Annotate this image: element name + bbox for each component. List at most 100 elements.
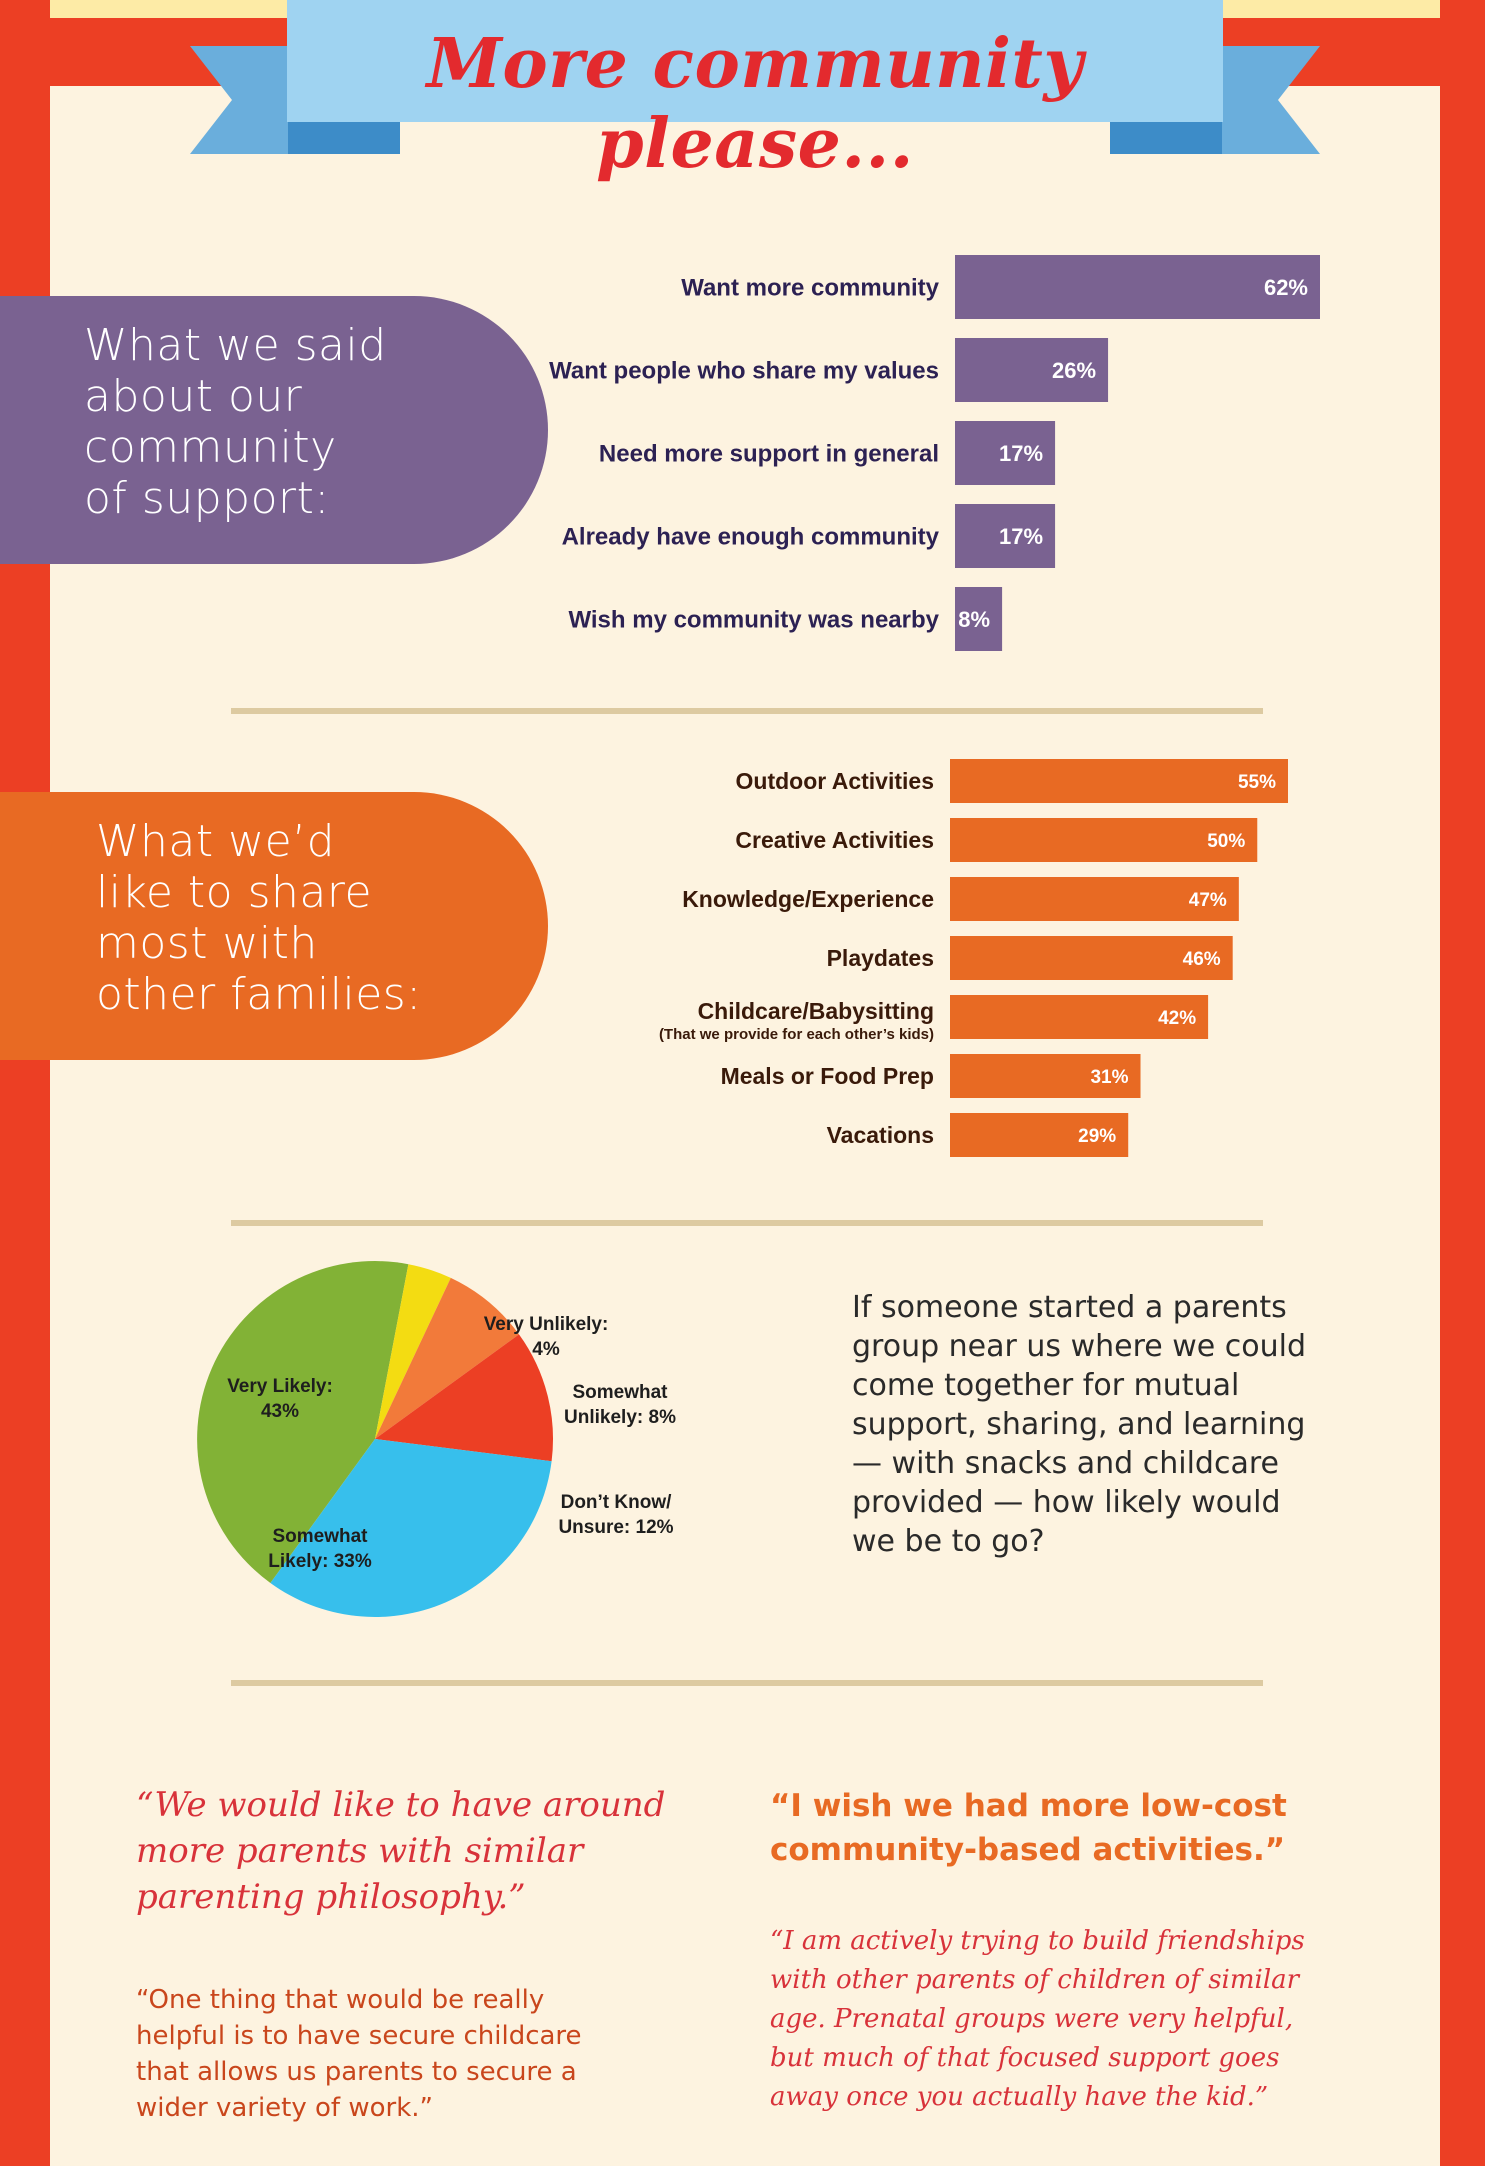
bar-value-label: 55%: [1238, 772, 1276, 793]
bar-category-label: Outdoor Activities: [736, 768, 935, 794]
bar-value-label: 29%: [1078, 1126, 1116, 1147]
bar: [950, 818, 1258, 862]
bar-category-note: (That we provide for each other’s kids): [659, 1026, 934, 1043]
bar-category-label: Wish my community was nearby: [568, 606, 939, 633]
bar-value-label: 42%: [1158, 1008, 1196, 1029]
page-title: More community please...: [426, 24, 1084, 184]
bar-category-label: Knowledge/Experience: [682, 886, 934, 912]
quote-line: “We would like to have around: [136, 1785, 666, 1825]
pie-value-text: Likely: 33%: [268, 1551, 372, 1572]
bar: [955, 338, 1109, 402]
quote-line: but much of that focused support goes: [770, 2043, 1280, 2073]
bar-category-label: Want more community: [681, 274, 939, 301]
pie-slice: [197, 1261, 409, 1583]
bar: [950, 759, 1288, 803]
section1-heading: What we said about our community of supp…: [84, 320, 387, 524]
section2-heading-pill: What we’d like to share most with other …: [0, 792, 548, 1060]
bar-category-label: Creative Activities: [735, 827, 934, 853]
pie-label-text: Somewhat: [572, 1382, 668, 1403]
bar: [955, 587, 1003, 651]
pie-label-text: Somewhat: [272, 1526, 368, 1547]
bar-value-label: 26%: [1052, 358, 1096, 383]
title-ribbon: More community please...: [287, 0, 1223, 184]
pie-label-text: Very Unlikely:: [484, 1314, 609, 1335]
bar-category-label: Want people who share my values: [549, 357, 939, 384]
pie-slice-label: Very Unlikely: 4%: [484, 1314, 609, 1360]
divider-2: [231, 1220, 1263, 1226]
quote-line: with other parents of children of simila…: [770, 1965, 1300, 1995]
bar-value-label: 17%: [999, 524, 1043, 549]
bar: [950, 877, 1239, 921]
section1-heading-line: about our: [84, 371, 303, 422]
pie-slice: [375, 1277, 519, 1439]
bar-category-label: Meals or Food Prep: [721, 1063, 934, 1089]
bar-value-label: 17%: [999, 441, 1043, 466]
community-bar-chart: Want more community 62% Want people who sh…: [549, 255, 1320, 651]
pie-label-text: Very Likely:: [227, 1376, 333, 1397]
pie-slice: [270, 1439, 552, 1617]
quote-line: helpful is to have secure childcare: [136, 2021, 582, 2051]
quote-line: “One thing that would be really: [136, 1985, 545, 2015]
bar-value-label: 47%: [1189, 890, 1227, 911]
ribbon-tail-left-fold: [288, 122, 400, 154]
quote-line: age. Prenatal groups were very helpful,: [770, 2004, 1294, 2034]
quote-childcare: “One thing that would be really helpful …: [136, 1982, 582, 2126]
bar: [950, 1054, 1141, 1098]
ribbon-tail-left: [190, 46, 288, 154]
survey-question: If someone started a parents group near …: [852, 1290, 1307, 1559]
pie-slice-label: Somewhat Unlikely: 8%: [564, 1382, 676, 1428]
pie-slice: [375, 1264, 451, 1439]
quote-line: “I am actively trying to build friendshi…: [770, 1926, 1305, 1956]
section1-heading-pill: What we said about our community of supp…: [0, 296, 548, 564]
section1-heading-line: of support:: [84, 473, 330, 524]
bar-category-label: Already have enough community: [562, 523, 940, 550]
bar-category-label: Need more support in general: [599, 440, 939, 467]
section2-heading-line: like to share: [96, 867, 373, 918]
quote-line: parenting philosophy.”: [136, 1877, 526, 1917]
likelihood-pie-chart: Very Likely: 43% Very Unlikely: 4% Somewhat U…: [197, 1261, 676, 1617]
quote-line: community-based activities.”: [770, 1832, 1286, 1868]
pie-slice-label: Very Likely: 43%: [227, 1376, 333, 1422]
bar: [950, 1113, 1129, 1157]
pie-slice-label: Somewhat Likely: 33%: [268, 1526, 372, 1572]
pie-label-text: Don’t Know/: [561, 1492, 673, 1513]
pie-slice-label: Don’t Know/Unsure: 12%: [558, 1492, 673, 1538]
quote-line: away once you actually have the kid.”: [770, 2082, 1269, 2112]
bar: [955, 504, 1056, 568]
ribbon-tail-right: [1222, 46, 1320, 154]
section2-heading: What we’d like to share most with other …: [96, 816, 422, 1020]
divider-1: [231, 708, 1263, 714]
quote-friendships: “I am actively trying to build friendshi…: [770, 1922, 1305, 2117]
pie-value-text: 43%: [261, 1401, 299, 1422]
bar-value-label: 8%: [958, 607, 990, 632]
ribbon-tails: [190, 46, 1320, 154]
divider-3: [231, 1680, 1263, 1686]
quote-low-cost: “I wish we had more low-cost community-b…: [770, 1784, 1287, 1872]
section2-heading-line: most with: [96, 918, 318, 969]
bar-category-label: Vacations: [827, 1122, 934, 1148]
bar-category-label: Playdates: [827, 945, 934, 971]
quote-line: “I wish we had more low-cost: [770, 1788, 1287, 1824]
section2-heading-line: other families:: [96, 969, 422, 1020]
bar-value-label: 50%: [1207, 831, 1245, 852]
section2-heading-line: What we’d: [96, 816, 336, 867]
section1-heading-line: community: [84, 422, 337, 473]
bar-value-label: 46%: [1183, 949, 1221, 970]
pie-value-text: Unlikely: 8%: [564, 1407, 676, 1428]
quote-line: that allows us parents to secure a: [136, 2057, 577, 2087]
pie-value-text: 4%: [532, 1339, 560, 1360]
bar-value-label: 31%: [1090, 1067, 1128, 1088]
section1-heading-line: What we said: [84, 320, 387, 371]
bar: [955, 421, 1056, 485]
sharing-bar-chart: Outdoor Activities 55% Creative Activities…: [659, 759, 1288, 1157]
bar: [950, 936, 1233, 980]
bar-category-label: Childcare/Babysitting: [698, 998, 934, 1024]
ribbon-tail-right-fold: [1110, 122, 1222, 154]
pie-slice: [375, 1334, 553, 1462]
quote-line: more parents with similar: [136, 1831, 584, 1871]
quote-line: wider variety of work.”: [136, 2093, 433, 2123]
bar-value-label: 62%: [1264, 275, 1308, 300]
bar: [950, 995, 1209, 1039]
right-frame: [1440, 0, 1485, 2166]
quote-philosophy: “We would like to have around more paren…: [136, 1782, 665, 1920]
